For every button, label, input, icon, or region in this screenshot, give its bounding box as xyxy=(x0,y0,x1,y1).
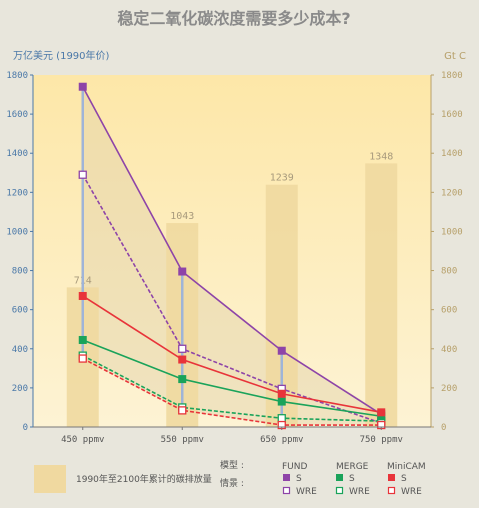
data-point-merge-s xyxy=(178,375,187,384)
legend-merge-wre-marker xyxy=(335,486,344,495)
data-point-fund-s xyxy=(277,346,286,355)
legend-minicam-s-marker xyxy=(388,474,395,481)
data-point-fund-wre xyxy=(78,170,87,179)
data-point-merge-wre xyxy=(277,414,286,423)
series-line-minicam-wre xyxy=(82,357,382,426)
y-tick-label-right: 1200 xyxy=(441,188,463,198)
series-lines xyxy=(78,82,386,430)
y-tick-label-left: 1200 xyxy=(6,188,28,198)
emission-bar-label: 1348 xyxy=(369,151,393,162)
y-axis-left-label: 万亿美元 (1990年价) xyxy=(13,49,110,62)
legend-model-label: 模型 : xyxy=(220,460,244,471)
data-point-merge-s xyxy=(78,335,87,344)
legend-model-fund: FUND xyxy=(282,462,307,472)
legend-fund-s-label: S xyxy=(296,474,302,484)
y-tick-label-left: 600 xyxy=(12,306,28,316)
y-tick-label-right: 600 xyxy=(441,306,457,316)
data-point-minicam-s xyxy=(277,389,286,398)
data-point-minicam-wre xyxy=(78,354,87,363)
y-tick-label-left: 1000 xyxy=(6,227,28,237)
legend-fund-wre-marker xyxy=(282,486,291,495)
y-tick-label-left: 800 xyxy=(12,267,28,277)
data-point-minicam-s xyxy=(377,408,386,417)
y-tick-label-left: 200 xyxy=(12,384,28,394)
y-tick-label-left: 1400 xyxy=(6,149,28,159)
y-tick-label-left: 1800 xyxy=(6,71,28,81)
emission-bar xyxy=(365,163,398,427)
chart-title: 稳定二氧化碳浓度需要多少成本? xyxy=(117,9,350,28)
legend-minicam-wre-marker xyxy=(387,486,396,495)
legend-model-minicam: MiniCAM xyxy=(387,462,426,472)
series-line-merge-wre xyxy=(82,354,382,422)
legend-bar-label: 1990年至2100年累计的碳排放量 xyxy=(76,473,212,485)
y-tick-label-right: 800 xyxy=(441,267,457,277)
x-tick-label: 550 ppmv xyxy=(161,435,204,445)
legend-minicam-wre-label: WRE xyxy=(401,487,422,497)
y-tick-label-left: 0 xyxy=(23,423,28,433)
series-line-minicam-s xyxy=(82,295,382,414)
x-tick-label: 650 ppmv xyxy=(260,435,303,445)
series-line-merge-s xyxy=(82,339,382,418)
y-axis-right-label: Gt C xyxy=(444,51,466,62)
legend-merge-s-marker xyxy=(336,474,343,481)
data-point-fund-s xyxy=(78,82,87,91)
y-tick-label-right: 200 xyxy=(441,384,457,394)
data-point-minicam-s xyxy=(178,355,187,364)
y-tick-label-right: 1800 xyxy=(441,71,463,81)
legend: 1990年至2100年累计的碳排放量 模型 : 情景 : FUND MERGE … xyxy=(34,460,426,497)
legend-fund-wre-label: WRE xyxy=(296,487,317,497)
emission-bar-label: 1239 xyxy=(270,173,294,184)
y-tick-label-right: 1000 xyxy=(441,227,463,237)
y-tick-label-right: 0 xyxy=(441,423,446,433)
data-point-fund-s xyxy=(178,267,187,276)
legend-scenario-label: 情景 : xyxy=(220,477,244,489)
data-point-merge-s xyxy=(277,397,286,406)
data-point-fund-wre xyxy=(178,344,187,353)
axis-ticks: 0 0 200 200 400 400 600 600 800 800 1000 1000 1200 12… xyxy=(6,71,462,445)
data-point-minicam-wre xyxy=(178,406,187,415)
series-line-fund-s xyxy=(82,86,382,415)
emission-bar-label: 1043 xyxy=(170,211,194,222)
y-tick-label-right: 1600 xyxy=(441,110,463,120)
legend-model-merge: MERGE xyxy=(336,462,369,472)
legend-fund-s-marker xyxy=(283,474,290,481)
legend-minicam-s-label: S xyxy=(401,474,407,484)
y-tick-label-left: 400 xyxy=(12,345,28,355)
y-tick-label-right: 1400 xyxy=(441,149,463,159)
y-tick-label-right: 400 xyxy=(441,345,457,355)
x-tick-label: 450 ppmv xyxy=(61,435,104,445)
series-line-fund-wre xyxy=(82,174,382,424)
cost-range-shade xyxy=(82,86,382,426)
legend-merge-s-label: S xyxy=(349,474,355,484)
data-point-minicam-s xyxy=(78,291,87,300)
y-tick-label-left: 1600 xyxy=(6,110,28,120)
legend-bar-swatch xyxy=(34,465,66,493)
x-tick-label: 750 ppmv xyxy=(360,435,403,445)
legend-merge-wre-label: WRE xyxy=(349,487,370,497)
